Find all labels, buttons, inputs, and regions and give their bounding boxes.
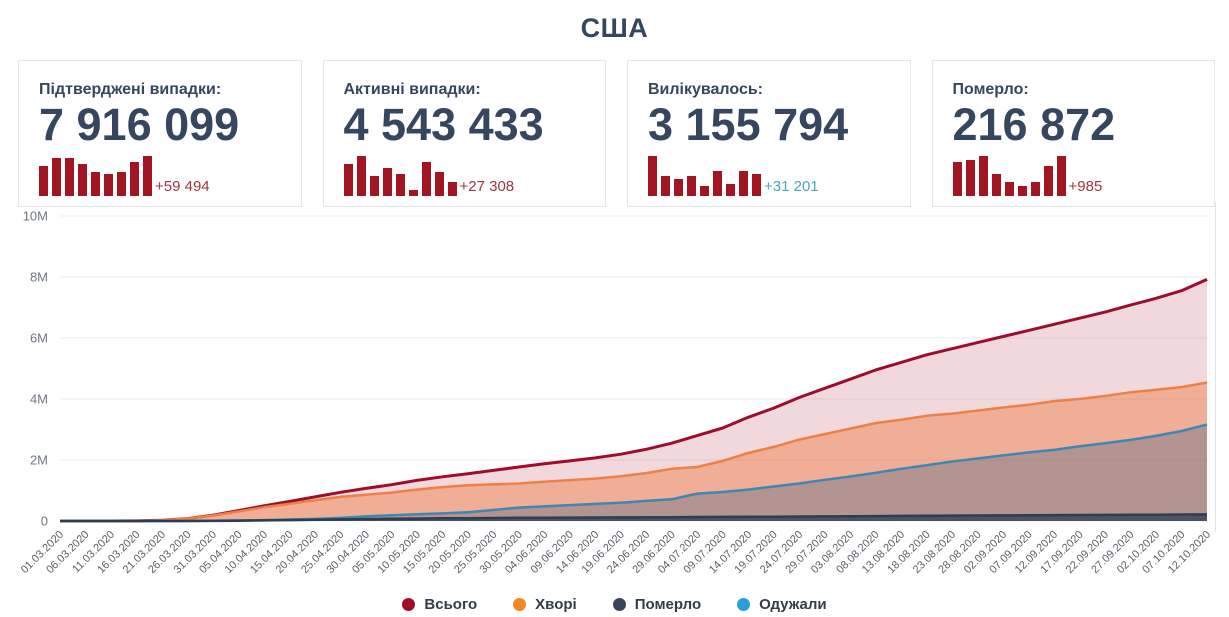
spark-bar [1004,181,1014,196]
spark-bar [978,155,988,196]
stat-cards-row: Підтверджені випадки: 7 916 099 +59 494 … [18,60,1215,207]
spark-bar [965,159,975,196]
stat-card-label: Активні випадки: [343,81,481,98]
series-line-deaths [60,513,1208,523]
stat-card-trend: +27 308 [343,155,586,196]
spark-bar [952,161,962,196]
legend-item-deaths[interactable]: Померло [612,596,702,613]
y-tick-label: 0 [41,514,48,529]
stat-card-delta: +59 494 [155,178,210,196]
legend-dot-recovered [737,598,751,611]
stat-card-confirmed: Підтверджені випадки: 7 916 099 +59 494 [18,60,302,207]
page-title: США [580,13,649,43]
chart-legend: Всього Хворі Померло Одужали [0,596,1229,613]
spark-bar [130,161,139,196]
chart-right-edge [1215,202,1216,532]
spark-bar [104,173,113,196]
legend-label: Всього [424,596,478,613]
series-line-active [60,381,1208,523]
y-tick-label: 2M [30,453,48,468]
y-tick-label: 6M [30,331,48,346]
stat-card-value: 216 872 [952,99,1116,150]
spark-bar [369,175,379,196]
spark-bar [713,170,722,196]
legend-item-recovered[interactable]: Одужали [737,596,827,613]
spark-bar [78,163,87,196]
spark-bar [1056,155,1066,196]
spark-bar [661,175,670,196]
stat-card-trend: +985 [952,155,1195,196]
spark-bar [726,183,735,196]
spark-bar [434,171,444,196]
sparkline [343,155,457,196]
covid-area-chart: 02M4M6M8M10M01.03.202006.03.202011.03.20… [19,209,1213,577]
spark-bar [52,157,61,196]
spark-bar [343,163,353,196]
spark-bar [1043,165,1053,196]
spark-bar [1030,181,1040,196]
legend-label: Померло [634,596,702,613]
spark-bar [91,171,100,196]
spark-bar [117,171,126,196]
stat-card-value: 4 543 433 [343,99,544,150]
spark-bar [687,175,696,196]
stat-card-value: 7 916 099 [39,99,240,150]
spark-bar [395,173,405,196]
legend-dot-deaths [612,598,626,611]
y-tick-label: 10M [23,209,48,224]
y-tick-label: 4M [30,392,48,407]
stat-card-trend: +59 494 [39,155,281,196]
spark-bar [421,161,431,196]
spark-bar [39,165,48,196]
spark-bar [752,173,761,196]
sparkline [648,155,761,196]
stat-card-delta: +27 308 [459,178,515,196]
stat-card-recovered: Вилікувалось: 3 155 794 +31 201 [627,60,911,207]
spark-bar [739,170,748,196]
spark-bar [700,185,709,196]
spark-bar [1017,185,1027,196]
spark-bar [382,167,392,196]
legend-label: Одужали [759,596,827,613]
sparkline [952,155,1066,196]
spark-bar [143,155,152,196]
series-area-total [60,279,1207,521]
y-tick-label: 8M [30,270,48,285]
legend-dot-total [402,598,416,611]
spark-bar [648,155,657,196]
spark-bar [356,155,366,196]
legend-item-active[interactable]: Хворі [513,596,577,613]
stat-card-label: Підтверджені випадки: [39,81,222,98]
stat-card-label: Вилікувалось: [648,81,764,98]
spark-bar [408,189,418,196]
stat-card-value: 3 155 794 [648,99,849,150]
spark-bar [65,157,74,196]
spark-bar [674,178,683,196]
stat-card-label: Померло: [952,81,1029,98]
stat-card-delta: +985 [1068,178,1103,196]
stat-card-trend: +31 201 [648,155,890,196]
legend-dot-active [513,598,527,611]
spark-bar [991,173,1001,196]
stat-card-delta: +31 201 [764,178,819,196]
legend-item-total[interactable]: Всього [402,596,477,613]
stat-card-active: Активні випадки: 4 543 433 +27 308 [322,60,606,207]
spark-bar [447,181,457,196]
stat-card-deaths: Померло: 216 872 +985 [931,60,1215,207]
series-area-recovered [60,424,1207,521]
sparkline [39,155,152,196]
legend-label: Хворі [535,596,577,613]
